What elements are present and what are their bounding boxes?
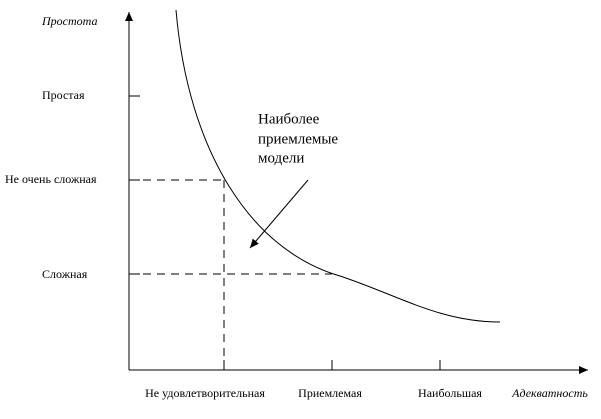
x-label: Приемлемая xyxy=(298,386,362,400)
arrow xyxy=(249,179,309,249)
annotation: Наиболее xyxy=(258,111,320,127)
annotation: приемлемые xyxy=(258,131,338,147)
x-label: Наибольшая xyxy=(418,386,482,400)
y-label: Не очень сложная xyxy=(5,172,97,186)
annotation: модели xyxy=(258,150,304,166)
x-axis-title: Адекватность xyxy=(511,386,588,400)
x-label: Не удовлетворительная xyxy=(145,386,265,400)
curve xyxy=(175,9,501,323)
y-label: Простая xyxy=(42,88,85,102)
y-label: Сложная xyxy=(42,267,88,281)
y-axis-title: Простота xyxy=(41,14,97,28)
